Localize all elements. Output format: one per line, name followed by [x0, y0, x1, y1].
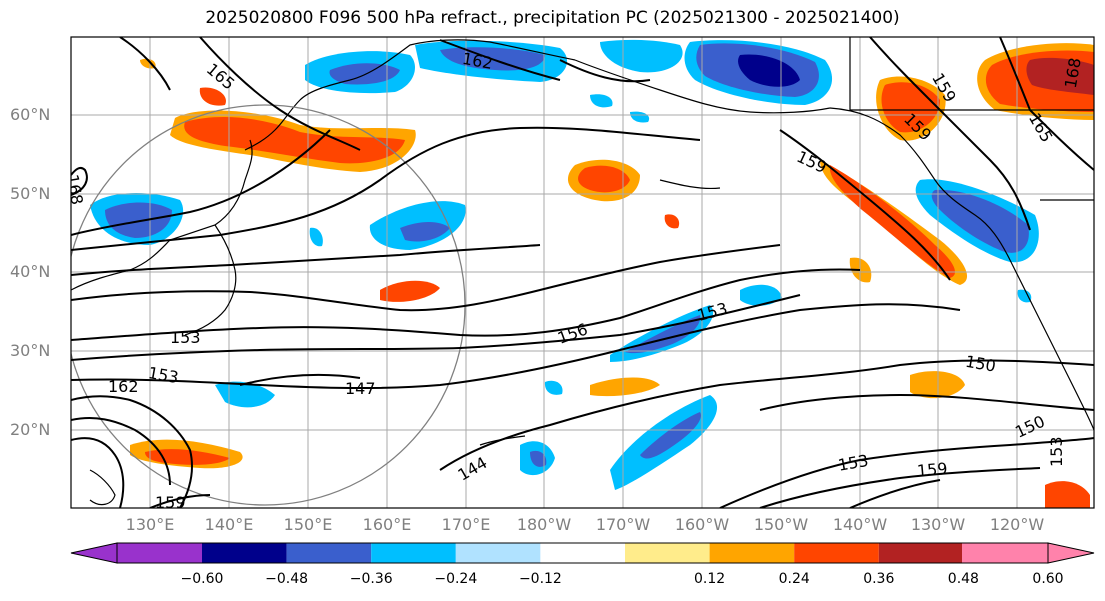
- lon-label: 140°W: [832, 515, 888, 534]
- colorbar-segment: [202, 543, 287, 563]
- colorbar-tick-label: 0.48: [947, 571, 979, 587]
- lon-label: 160°W: [674, 515, 730, 534]
- contour-label: 153: [1047, 436, 1066, 467]
- colorbar-segment: [455, 543, 541, 563]
- lon-label: 130°E: [125, 515, 175, 534]
- lat-label: 30°N: [10, 341, 51, 360]
- lon-label: 160°E: [362, 515, 412, 534]
- lon-label: 150°W: [753, 515, 809, 534]
- contour-label: 159: [155, 493, 186, 512]
- colorbar-tick-label: −0.24: [434, 571, 478, 587]
- lon-label: 180°W: [516, 515, 572, 534]
- colorbar-segment: [625, 543, 710, 563]
- lon-label: 140°E: [204, 515, 254, 534]
- lon-label: 150°E: [283, 515, 333, 534]
- colorbar-left-arrow: [70, 542, 118, 564]
- colorbar-tick-label: −0.60: [180, 571, 224, 587]
- lat-label: 60°N: [10, 105, 51, 124]
- colorbar-segment: [286, 543, 372, 563]
- colorbar-segment: [962, 543, 1048, 563]
- contour-label: 147: [345, 379, 376, 398]
- lon-label: 170°W: [595, 515, 651, 534]
- contour-label: 162: [108, 377, 139, 396]
- colorbar-segment: [794, 543, 879, 563]
- lat-label: 40°N: [10, 262, 51, 281]
- lat-label: 20°N: [10, 420, 51, 439]
- contour-label: 159: [916, 459, 948, 481]
- colorbar-tick-label: 0.60: [1032, 571, 1064, 587]
- lon-label: 120°W: [989, 515, 1045, 534]
- colorbar-tick-label: −0.48: [265, 571, 309, 587]
- colorbar-tick-label: 0.36: [863, 571, 895, 587]
- map-title: 2025020800 F096 500 hPa refract., precip…: [205, 8, 900, 28]
- colorbar-segment: [878, 543, 964, 563]
- refractivity-contours: [71, 37, 1094, 508]
- colorbar-tick-label: −0.12: [518, 571, 562, 587]
- map-frame: [70, 36, 1095, 509]
- colorbar-segment: [117, 543, 202, 563]
- coastlines: [71, 37, 1094, 506]
- colorbar-segments: [116, 542, 1049, 564]
- contour-label: 168: [63, 173, 87, 206]
- colorbar-tick-label: 0.12: [694, 571, 726, 587]
- colorbar-tick-label: −0.36: [349, 571, 393, 587]
- colorbar-tick-label: 0.24: [778, 571, 810, 587]
- lat-label: 50°N: [10, 184, 51, 203]
- graticule: [71, 37, 1094, 508]
- colorbar-segment: [709, 543, 795, 563]
- lon-label: 130°W: [910, 515, 966, 534]
- contour-label: 153: [170, 328, 201, 347]
- colorbar-right-arrow: [1047, 542, 1095, 564]
- colorbar-segment: [540, 543, 625, 563]
- colorbar-segment: [371, 543, 456, 563]
- lon-label: 170°E: [441, 515, 491, 534]
